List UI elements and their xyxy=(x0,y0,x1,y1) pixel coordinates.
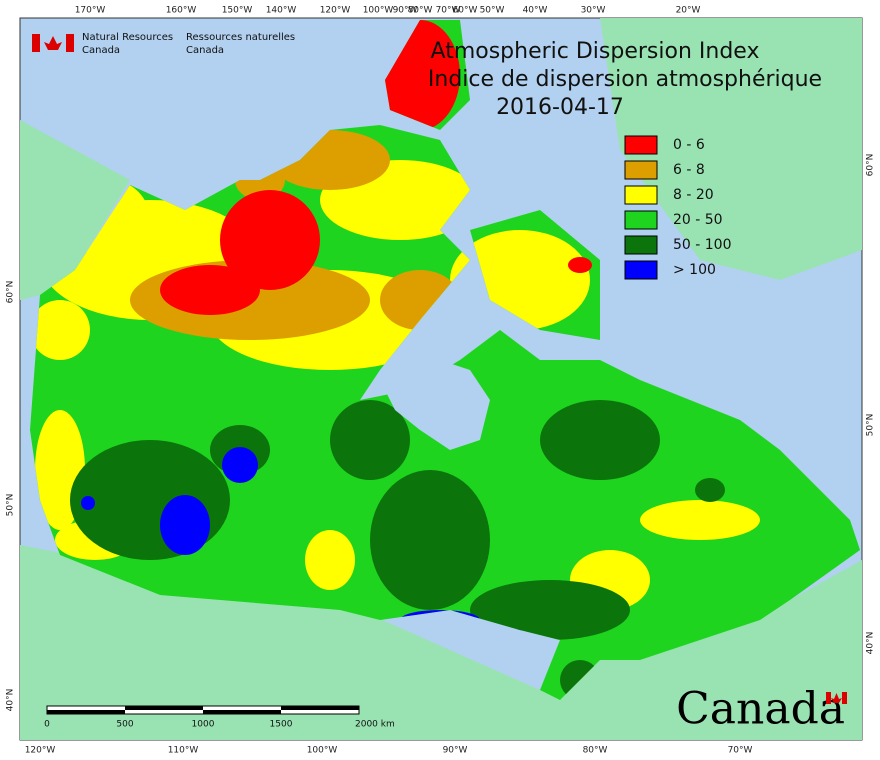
wordmark: Canada xyxy=(676,684,845,735)
overlay: 0 - 6 6 - 8 8 - 20 20 - 50 50 - 100 > 100 170°… xyxy=(6,6,876,756)
graticule-label: 90°W xyxy=(443,746,468,756)
agency-en: Natural Resources xyxy=(82,32,173,43)
graticule-label: 120°W xyxy=(320,6,351,16)
graticule-label: 70°W xyxy=(436,6,461,16)
graticule-label: 40°W xyxy=(523,6,548,16)
flag-bar xyxy=(826,692,831,704)
flag-bar xyxy=(32,34,40,52)
graticule-label: 70°W xyxy=(728,746,753,756)
region xyxy=(695,478,725,502)
graticule-label: 140°W xyxy=(266,6,297,16)
legend-label: > 100 xyxy=(673,262,716,278)
scale-label: 2000 km xyxy=(355,720,395,730)
legend-swatch xyxy=(624,260,658,280)
region xyxy=(305,530,355,590)
graticule-label: 50°N xyxy=(6,494,16,517)
agency-fr: Ressources naturelles xyxy=(186,32,295,43)
graticule-label: 30°W xyxy=(581,6,606,16)
graticule-label: 100°W xyxy=(307,746,338,756)
flag-bar xyxy=(66,34,74,52)
region xyxy=(160,495,210,555)
region xyxy=(81,496,95,510)
region xyxy=(470,580,630,640)
agency-fr: Canada xyxy=(186,45,224,56)
graticule-label: 60°N xyxy=(6,281,16,304)
greenland xyxy=(600,18,862,280)
graticule-label: 160°W xyxy=(166,6,197,16)
graticule-label: 20°W xyxy=(676,6,701,16)
alaska xyxy=(20,120,130,300)
scale-label: 0 xyxy=(44,720,50,730)
graticule-label: 50°N xyxy=(866,414,876,437)
legend-label: 6 - 8 xyxy=(673,162,705,178)
region xyxy=(568,257,592,273)
legend-swatch xyxy=(624,210,658,230)
graticule-label: 60°N xyxy=(866,154,876,177)
flag-bar xyxy=(842,692,847,704)
graticule-label: 110°W xyxy=(168,746,199,756)
graticule-label: 120°W xyxy=(25,746,56,756)
hudson-bay xyxy=(380,360,490,450)
graticule-label: 80°W xyxy=(583,746,608,756)
region xyxy=(640,500,760,540)
maple-leaf xyxy=(831,693,842,703)
legend-swatch xyxy=(624,235,658,255)
graticule-label: 80°W xyxy=(408,6,433,16)
legend-label: 8 - 20 xyxy=(673,187,714,203)
region xyxy=(222,447,258,483)
legend-label: 20 - 50 xyxy=(673,212,723,228)
nrcan-logo xyxy=(32,34,74,52)
scale-segment xyxy=(281,706,359,710)
legend-swatch xyxy=(624,160,658,180)
graticule-label: 60°W xyxy=(453,6,478,16)
title: Indice de dispersion atmosphérique xyxy=(428,67,822,92)
scale-label: 1000 xyxy=(192,720,215,730)
region xyxy=(220,190,320,290)
graticule-label: 150°W xyxy=(222,6,253,16)
region xyxy=(30,300,90,360)
wordmark-flag xyxy=(826,692,847,704)
region xyxy=(330,400,410,480)
graticule-label: 50°W xyxy=(480,6,505,16)
legend-label: 0 - 6 xyxy=(673,137,705,153)
date: 2016-04-17 xyxy=(496,95,624,120)
graticule-label: 40°N xyxy=(6,689,16,712)
graticule-label: 170°W xyxy=(75,6,106,16)
graticule-label: 90°W xyxy=(393,6,418,16)
scale-segment xyxy=(125,706,203,710)
region xyxy=(540,400,660,480)
legend-swatch xyxy=(624,135,658,155)
scale-segment xyxy=(47,710,125,714)
graticule-label: 100°W xyxy=(363,6,394,16)
region xyxy=(160,265,260,315)
maple-leaf xyxy=(44,36,62,50)
scale-bar xyxy=(46,705,360,715)
scale-segment xyxy=(203,710,281,714)
agency-en: Canada xyxy=(82,45,120,56)
legend-label: 50 - 100 xyxy=(673,237,732,253)
graticule-label: 40°N xyxy=(866,632,876,655)
region xyxy=(370,470,490,610)
legend-swatch xyxy=(624,185,658,205)
scale-label: 1500 xyxy=(270,720,293,730)
title: Atmospheric Dispersion Index xyxy=(431,39,760,64)
scale-label: 500 xyxy=(116,720,133,730)
